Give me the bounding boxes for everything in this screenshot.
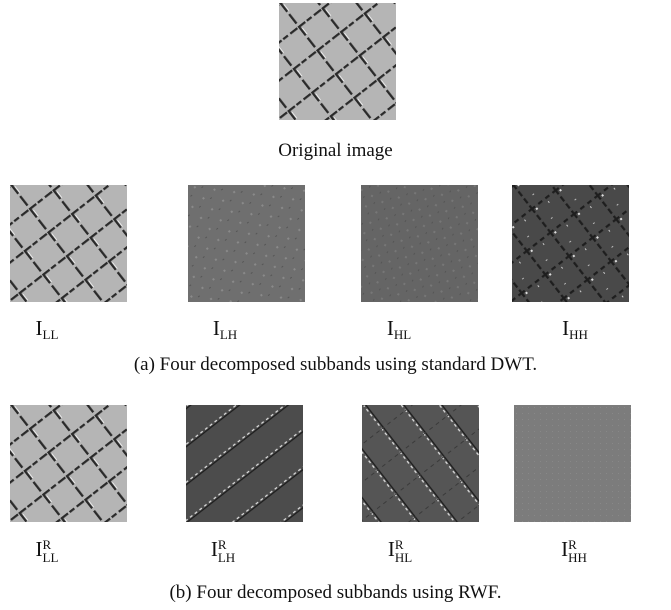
subfigure-caption: (b) Four decomposed subbands using RWF.	[0, 582, 671, 604]
subband-image	[514, 405, 631, 522]
subband-image	[361, 185, 478, 302]
subband-label: IHH	[515, 318, 635, 341]
subband-image	[186, 405, 303, 522]
label-base: I	[388, 537, 395, 561]
original-image	[279, 3, 396, 120]
label-sub: HL	[395, 551, 412, 564]
label-base: I	[561, 537, 568, 561]
subband-image	[512, 185, 629, 302]
subband-image	[188, 185, 305, 302]
label-base: I	[36, 316, 43, 340]
subband-image	[10, 185, 127, 302]
label-sub: LL	[43, 327, 59, 342]
subband-image	[10, 405, 127, 522]
figure: Original image ILL ILH IHL IHH (a) Four …	[0, 0, 671, 610]
subband-label: IHL	[339, 318, 459, 341]
label-base: I	[36, 537, 43, 561]
label-sub: LH	[220, 327, 237, 342]
label-base: I	[213, 316, 220, 340]
label-base: I	[211, 537, 218, 561]
label-sub: HH	[568, 551, 587, 564]
label-sub: LH	[218, 551, 235, 564]
subband-label: ILH	[165, 318, 285, 341]
label-sub: HL	[394, 327, 411, 342]
subband-label: ILL	[0, 318, 107, 341]
subband-image	[362, 405, 479, 522]
label-base: I	[387, 316, 394, 340]
label-sub: LL	[43, 551, 59, 564]
original-caption: Original image	[0, 140, 671, 162]
subfigure-caption: (a) Four decomposed subbands using stand…	[0, 354, 671, 376]
label-sub: HH	[569, 327, 588, 342]
